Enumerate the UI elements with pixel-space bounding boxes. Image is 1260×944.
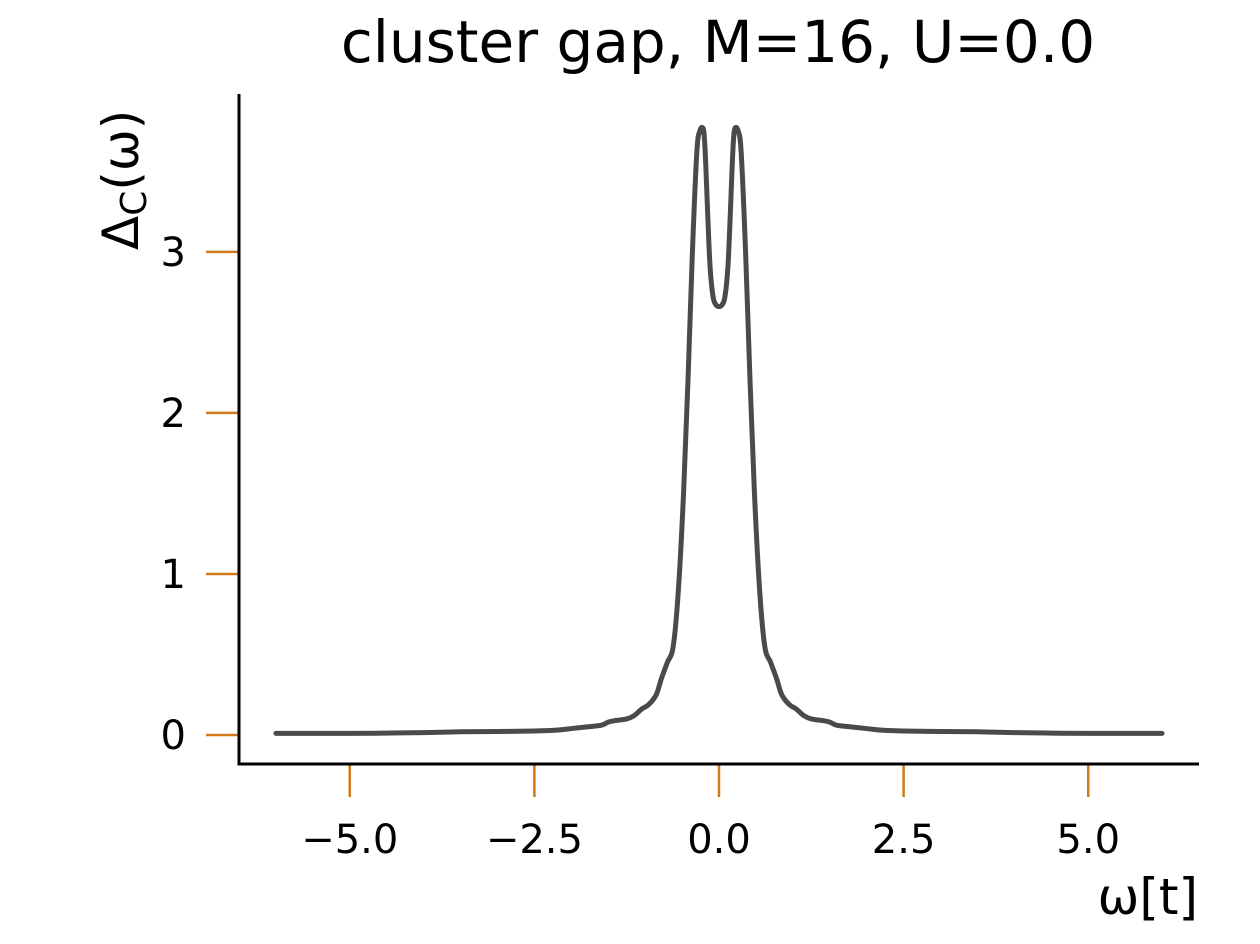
x-tick-label: 0.0 [687, 817, 751, 863]
y-axis-label: ΔC(ω) [92, 110, 155, 250]
x-axis-label: ω[t] [1098, 868, 1199, 926]
y-axis-label-sub: C [114, 191, 155, 216]
y-tick-label: 1 [161, 552, 186, 598]
chart-title: cluster gap, M=16, U=0.0 [341, 8, 1095, 76]
y-tick-label: 2 [161, 391, 186, 437]
x-ticks: −5.0 −2.5 0.0 2.5 5.0 [301, 764, 1120, 863]
y-tick-label: 0 [161, 713, 186, 759]
y-axis-label-tail: (ω) [92, 110, 150, 191]
x-tick-label: −2.5 [486, 817, 583, 863]
x-tick-label: −5.0 [301, 817, 398, 863]
y-tick-label: 3 [161, 230, 186, 276]
series-line [273, 124, 1165, 736]
y-ticks: 0 1 2 3 [161, 230, 239, 759]
x-tick-label: 5.0 [1056, 817, 1120, 863]
y-axis-label-main: Δ [92, 216, 150, 250]
x-tick-label: 2.5 [872, 817, 936, 863]
